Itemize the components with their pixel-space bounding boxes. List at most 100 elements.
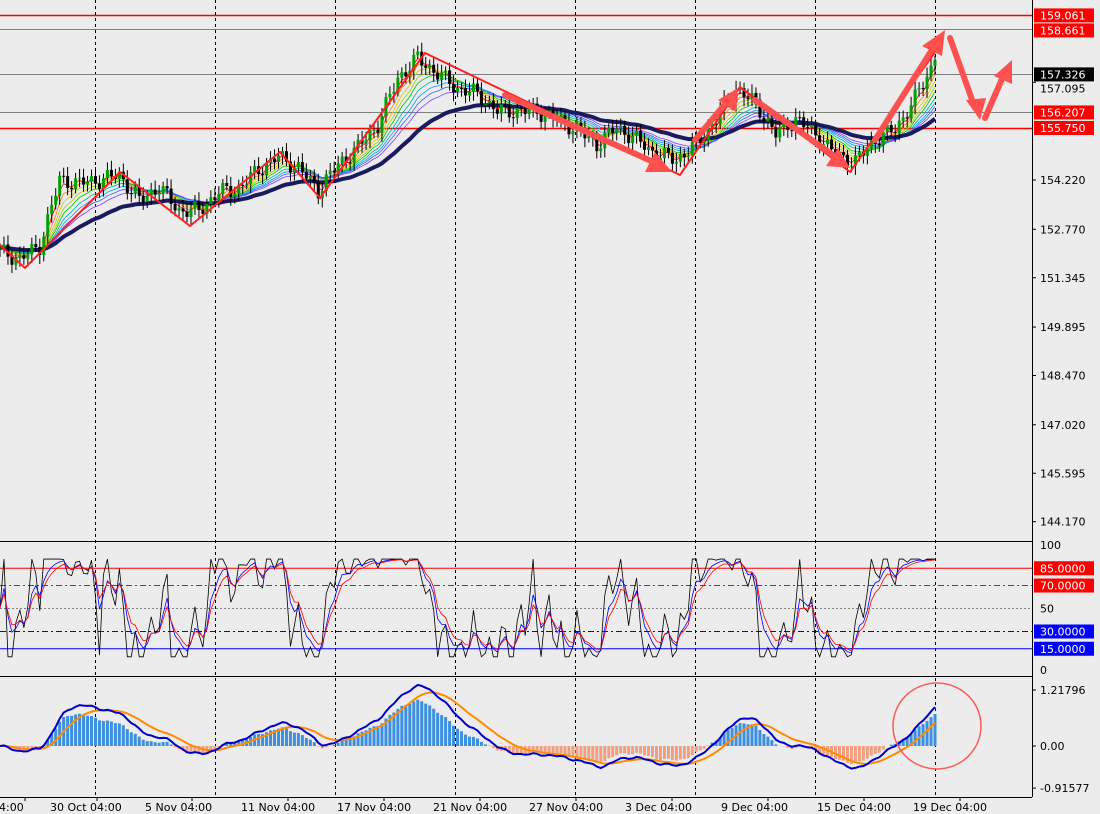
macd-histogram-bar bbox=[670, 746, 674, 761]
candle bbox=[288, 152, 292, 182]
candle-body bbox=[0, 247, 2, 249]
arrow-head-4 bbox=[922, 30, 945, 56]
candle-body bbox=[440, 72, 444, 80]
macd-histogram-bar bbox=[909, 734, 913, 746]
candle-body bbox=[249, 172, 253, 185]
candle bbox=[774, 119, 778, 147]
candle bbox=[495, 99, 499, 120]
candle-body bbox=[762, 117, 766, 122]
candle-body bbox=[475, 83, 479, 92]
price-tick-label: 144.170 bbox=[1040, 516, 1086, 529]
macd-histogram-bar bbox=[360, 731, 364, 746]
candle bbox=[794, 108, 798, 140]
candle bbox=[865, 139, 869, 165]
candle-body bbox=[587, 135, 591, 139]
candle-body bbox=[50, 204, 54, 215]
candle bbox=[889, 120, 893, 137]
candle-body bbox=[742, 88, 746, 98]
candle bbox=[452, 74, 456, 102]
candle bbox=[686, 147, 690, 164]
arrow-down-3 bbox=[947, 35, 978, 111]
candle bbox=[631, 126, 635, 152]
candle-body bbox=[674, 161, 678, 164]
candle bbox=[742, 82, 746, 107]
candle bbox=[22, 246, 26, 265]
candle bbox=[249, 166, 253, 194]
macd-histogram-bar bbox=[822, 746, 826, 755]
macd-histogram-bar bbox=[448, 721, 452, 746]
macd-histogram-bar bbox=[674, 746, 678, 761]
arrow-annotations[interactable] bbox=[502, 30, 1012, 172]
candle bbox=[360, 130, 364, 153]
candle-body bbox=[137, 187, 141, 196]
macd-histogram-bar bbox=[515, 746, 519, 754]
candle-body bbox=[340, 156, 344, 164]
price-tick-label: 152.770 bbox=[1040, 223, 1086, 236]
macd-histogram-bar bbox=[288, 731, 292, 746]
macd-histogram-bar bbox=[165, 741, 169, 746]
candle-body bbox=[567, 122, 571, 135]
candle-body bbox=[826, 139, 830, 145]
candle-body bbox=[666, 147, 670, 153]
candle bbox=[237, 179, 241, 201]
candle bbox=[201, 201, 205, 223]
macd-histogram-bar bbox=[873, 746, 877, 754]
candle-body bbox=[30, 243, 34, 255]
candle bbox=[607, 123, 611, 138]
candle bbox=[372, 122, 376, 139]
candle-body bbox=[651, 146, 655, 151]
macd-histogram-bar bbox=[233, 742, 237, 746]
macd-histogram-bar bbox=[129, 732, 133, 746]
candle bbox=[424, 56, 428, 76]
macd-histogram-bar bbox=[901, 738, 905, 746]
macd-histogram-bar bbox=[376, 725, 380, 746]
macd-tick-label: -0.91577 bbox=[1040, 782, 1089, 795]
stochastic-tick-label: 50 bbox=[1040, 603, 1054, 616]
time-axis[interactable]: 04:00 30 Oct 04:00 5 Nov 04:00 11 Nov 04:00… bbox=[0, 797, 987, 814]
macd-histogram-bar bbox=[595, 746, 599, 762]
candle-body bbox=[849, 165, 853, 167]
macd-histogram-bar bbox=[686, 746, 690, 759]
macd-histogram-bar bbox=[718, 736, 722, 746]
candle-body bbox=[177, 208, 181, 211]
macd-histogram-bar bbox=[666, 746, 670, 759]
arrow-head-1 bbox=[645, 152, 672, 172]
candle-body bbox=[810, 125, 814, 129]
price-tag bbox=[1034, 8, 1094, 23]
candle bbox=[304, 163, 308, 184]
candle-body bbox=[690, 141, 694, 156]
macd-histogram-bar bbox=[193, 746, 197, 752]
candle-body bbox=[710, 123, 714, 128]
macd-histogram-bar bbox=[420, 701, 424, 746]
macd-histogram-bar bbox=[623, 746, 627, 754]
candle bbox=[273, 149, 277, 170]
macd-histogram-bar bbox=[444, 717, 448, 746]
macd-histogram-bar bbox=[611, 746, 615, 758]
candle-body bbox=[404, 72, 408, 77]
candle bbox=[241, 176, 245, 194]
macd-histogram-bar bbox=[292, 732, 296, 746]
level-tag-label: 70.0000 bbox=[1040, 580, 1086, 593]
stochastic-tick-label: 100 bbox=[1040, 539, 1061, 552]
macd-histogram-bar bbox=[849, 746, 853, 765]
candle bbox=[444, 66, 448, 81]
macd-histogram-bar bbox=[145, 741, 149, 746]
candle-body bbox=[869, 140, 873, 149]
macd-histogram-bar bbox=[631, 746, 635, 755]
candle bbox=[893, 124, 897, 143]
candle bbox=[392, 82, 396, 103]
price-axis[interactable]: 157.095 154.220 152.770 151.345 149.895 148.4… bbox=[1032, 8, 1094, 795]
macd-histogram-bar bbox=[464, 734, 468, 746]
macd-histogram-bar bbox=[766, 736, 770, 746]
candle-body bbox=[396, 77, 400, 93]
candle-body bbox=[416, 51, 420, 55]
macd-histogram-bar bbox=[197, 746, 201, 753]
candle-body bbox=[105, 169, 109, 179]
macd-histogram-bar bbox=[647, 746, 651, 757]
macd-histogram-bar bbox=[101, 721, 105, 746]
macd-histogram-bar bbox=[881, 746, 885, 750]
candle-body bbox=[460, 87, 464, 89]
candle-body bbox=[145, 195, 149, 202]
candle bbox=[86, 175, 90, 192]
